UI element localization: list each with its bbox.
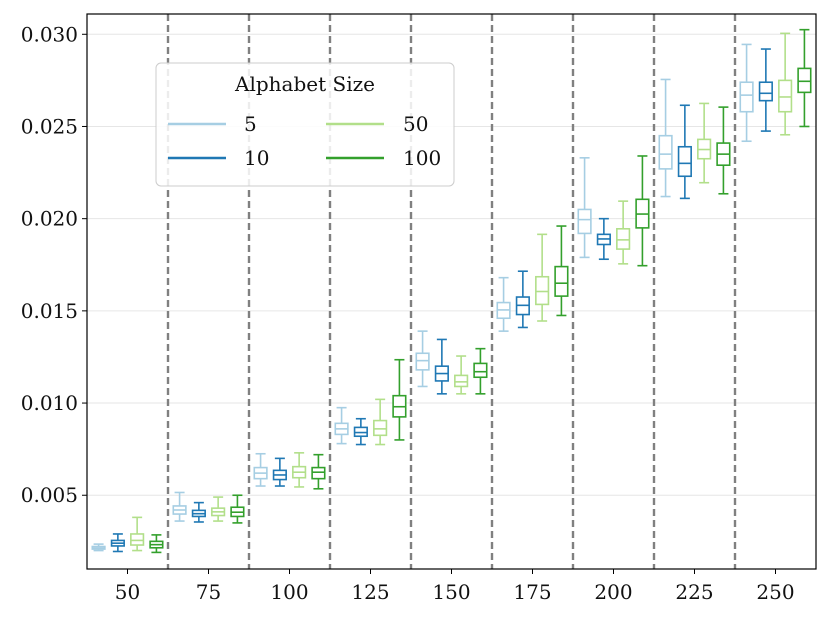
box-plot-50-100	[292, 452, 307, 488]
x-tick-label: 75	[196, 580, 221, 604]
box-plot-5-125	[334, 406, 349, 445]
box-plot-10-100	[272, 457, 287, 487]
y-tick-label: 0.020	[21, 207, 78, 231]
y-tick-label: 0.010	[21, 391, 78, 415]
iqr-box	[415, 352, 430, 371]
box-plot-10-200	[596, 217, 611, 261]
box-plot-5-250	[739, 43, 754, 143]
y-tick-label: 0.030	[21, 22, 78, 46]
box-plot-50-75	[211, 496, 226, 522]
x-axis: 50 75 100 125 150 175 200 225 250	[115, 569, 795, 604]
box-plot-50-225	[697, 102, 712, 184]
x-tick-label: 250	[756, 580, 794, 604]
box-plot-10-150	[434, 338, 449, 395]
iqr-box	[677, 145, 692, 178]
box-plot-50-200	[616, 200, 631, 265]
box-plot-100-250	[797, 28, 812, 128]
box-plot-10-125	[353, 417, 368, 446]
iqr-box	[473, 362, 488, 379]
legend-label-50: 50	[403, 112, 428, 136]
x-tick-label: 125	[351, 580, 389, 604]
box-plot-100-175	[554, 225, 569, 317]
x-tick-label: 100	[270, 580, 308, 604]
iqr-box	[797, 67, 812, 94]
legend-title: Alphabet Size	[234, 72, 375, 96]
box-plot-100-125	[392, 358, 407, 441]
iqr-box	[616, 228, 631, 250]
box-plot-10-175	[515, 270, 530, 329]
box-plot-10-50	[110, 533, 125, 553]
y-tick-label: 0.015	[21, 299, 78, 323]
box-plot-50-150	[454, 355, 469, 395]
legend-label-10: 10	[244, 146, 269, 170]
iqr-box	[658, 134, 673, 170]
box-plot-10-75	[191, 501, 206, 523]
box-plot-5-175	[496, 276, 511, 332]
iqr-box	[739, 81, 754, 113]
box-plot-50-50	[130, 516, 145, 552]
legend-frame	[155, 62, 455, 187]
box-plot-5-50	[91, 543, 106, 552]
box-plot-100-50	[149, 534, 164, 554]
box-plot-5-100	[253, 452, 268, 487]
iqr-box	[373, 419, 388, 437]
box-plot-100-225	[716, 106, 731, 195]
box-plot-100-100	[311, 453, 326, 490]
box-plot-100-150	[473, 347, 488, 395]
x-tick-label: 50	[115, 580, 140, 604]
x-tick-label: 200	[594, 580, 632, 604]
iqr-box	[311, 466, 326, 480]
x-tick-label: 225	[675, 580, 713, 604]
box-plot-100-75	[230, 494, 245, 524]
iqr-box	[577, 208, 592, 235]
legend: Alphabet Size 5 10 50 100	[155, 62, 455, 187]
iqr-box	[130, 533, 145, 546]
box-plot-50-250	[778, 32, 793, 136]
iqr-box	[778, 79, 793, 113]
box-plot-5-200	[577, 157, 592, 259]
iqr-box	[535, 275, 550, 306]
iqr-box	[758, 81, 773, 102]
box-plot-5-225	[658, 78, 673, 198]
box-plot-10-250	[758, 48, 773, 132]
box-series	[91, 28, 812, 554]
x-tick-label: 175	[513, 580, 551, 604]
y-tick-label: 0.005	[21, 483, 78, 507]
legend-label-100: 100	[403, 146, 441, 170]
box-plot-5-150	[415, 330, 430, 388]
iqr-box	[454, 374, 469, 388]
iqr-box	[554, 265, 569, 297]
x-tick-label: 150	[432, 580, 470, 604]
box-plot-100-200	[635, 155, 650, 267]
y-axis: 0.005 0.010 0.015 0.020 0.025 0.030	[21, 22, 87, 507]
category-separators	[166, 14, 737, 569]
y-tick-label: 0.025	[21, 114, 78, 138]
box-plot-50-175	[535, 233, 550, 322]
box-plot-10-225	[677, 104, 692, 200]
box-plot-50-125	[373, 398, 388, 446]
legend-label-5: 5	[244, 112, 257, 136]
box-plot-5-75	[172, 491, 187, 522]
